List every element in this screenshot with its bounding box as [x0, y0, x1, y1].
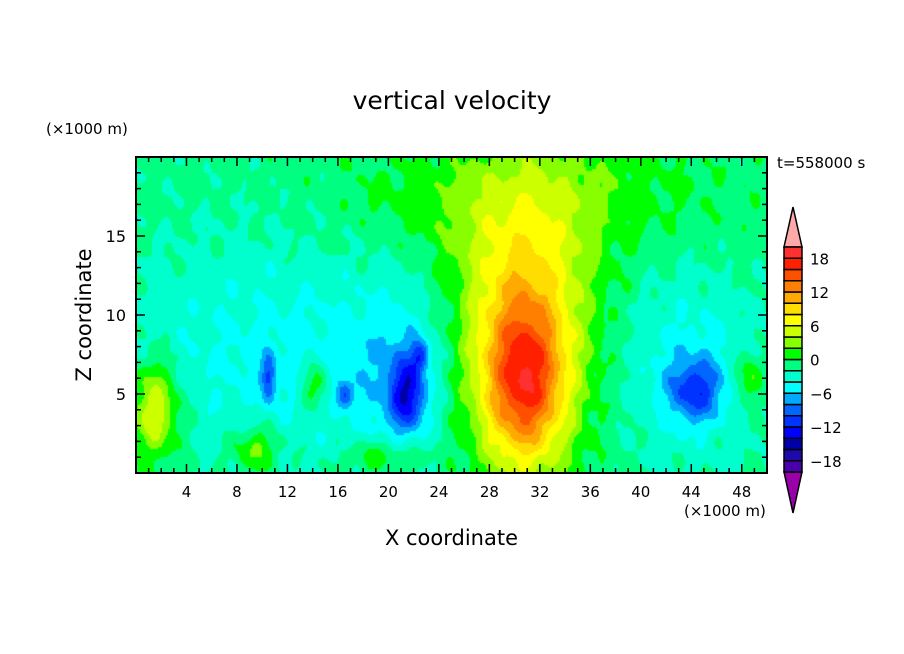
x-axis-label: X coordinate: [384, 526, 519, 550]
x-axis-unit: (×1000 m): [684, 502, 766, 520]
y-tick-label: 5: [116, 385, 126, 404]
colorbar-tick-label: 0: [810, 352, 820, 370]
x-tick-label: 40: [631, 483, 650, 501]
colorbar-over-triangle: [783, 206, 803, 248]
colorbar-box: [783, 313, 803, 327]
x-tick-label: 36: [581, 483, 600, 501]
colorbar-tick-label: 6: [810, 318, 820, 336]
colorbar-box: [783, 448, 803, 462]
plot-frame: [135, 156, 768, 474]
colorbar-box: [783, 257, 803, 271]
colorbar-box: [783, 291, 803, 304]
colorbar-box: [783, 403, 803, 417]
x-tick-label: 20: [379, 483, 398, 501]
colorbar-tick-label: −12: [810, 419, 842, 437]
y-tick-label: 15: [106, 227, 126, 246]
y-axis-unit: (×1000 m): [46, 120, 128, 138]
colorbar-box: [783, 325, 803, 338]
colorbar-box: [783, 302, 803, 316]
colorbar-tick-label: 12: [810, 284, 829, 302]
colorbar-box: [783, 460, 803, 473]
colorbar-box: [783, 381, 803, 394]
colorbar-box: [783, 246, 803, 259]
colorbar-box: [783, 370, 803, 383]
x-tick-label: 28: [480, 483, 499, 501]
colorbar-box: [783, 437, 803, 451]
x-tick-label: 4: [182, 483, 192, 501]
colorbar-under-triangle: [783, 471, 803, 514]
colorbar-tick-label: −18: [810, 453, 842, 471]
x-tick-label: 24: [429, 483, 448, 501]
x-tick-label: 44: [682, 483, 701, 501]
time-label: t=558000 s: [777, 154, 866, 172]
colorbar-box: [783, 347, 803, 361]
x-tick-label: 16: [328, 483, 347, 501]
colorbar-box: [783, 336, 803, 349]
contour-field: [136, 157, 767, 473]
y-tick-label: 10: [106, 306, 126, 325]
x-tick-label: 8: [232, 483, 242, 501]
colorbar-box: [783, 268, 803, 282]
colorbar-box: [783, 280, 803, 293]
x-tick-label: 32: [530, 483, 549, 501]
colorbar-box: [783, 392, 803, 406]
x-tick-label: 12: [278, 483, 297, 501]
x-tick-label: 48: [732, 483, 751, 501]
colorbar-box: [783, 415, 803, 428]
colorbar-box: [783, 358, 803, 372]
colorbar-tick-label: 18: [810, 250, 829, 268]
colorbar-box: [783, 426, 803, 439]
chart-title: vertical velocity: [352, 86, 552, 115]
colorbar-tick-label: −6: [810, 385, 832, 403]
